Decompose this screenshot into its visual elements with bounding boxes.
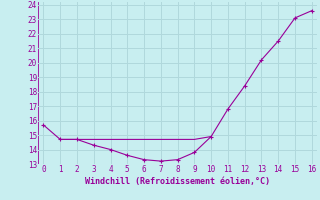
X-axis label: Windchill (Refroidissement éolien,°C): Windchill (Refroidissement éolien,°C) [85, 177, 270, 186]
